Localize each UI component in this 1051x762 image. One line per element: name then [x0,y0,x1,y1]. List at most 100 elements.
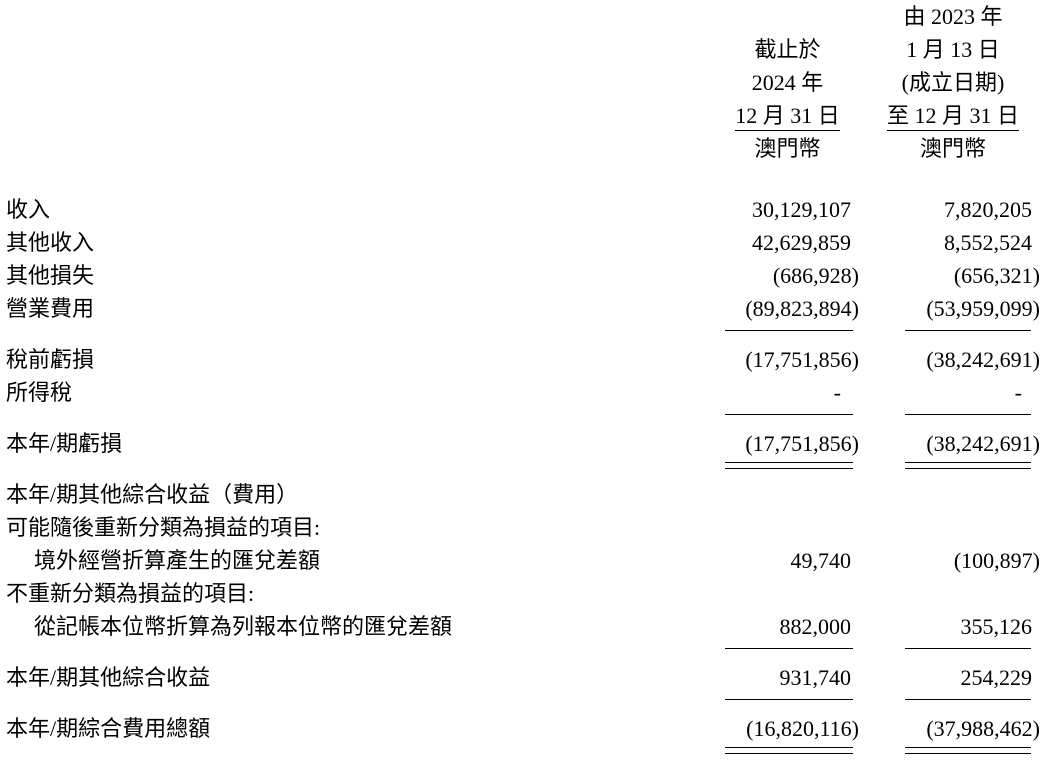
rule-cell [716,460,866,478]
value-2023 [866,511,1051,544]
cell-value: 7,820,205 [944,197,1032,222]
statement-header: 由 2023 年 截止於 1 月 13 日 2024 年 (成立日期) 12 月… [0,0,1051,165]
value-2023: 7,820,205 [866,193,1051,226]
period-2023-header: 由 2023 年 [866,0,1051,33]
value-2023: (37,988,462) [866,712,1051,745]
spacer-cell [0,745,716,762]
subtotal-rule-row [0,694,1051,712]
header-text: 由 2023 年 [903,4,1003,29]
table-row: 其他損失 (686,928) (656,321) [0,259,1051,292]
row-label: 本年/期其他綜合收益 [6,665,211,690]
spacer-cell [0,99,716,132]
value-2023 [866,577,1051,610]
header-line-3: 2024 年 (成立日期) [0,66,1051,99]
header-line-2: 截止於 1 月 13 日 [0,33,1051,66]
double-total-rule [905,747,1031,754]
total-rule [905,699,1031,700]
table-row: 本年/期其他綜合收益 931,740 254,229 [0,661,1051,694]
total-rule [725,330,853,331]
row-label: 所得稅 [6,380,73,405]
cell-value: (16,820,116) [746,716,859,741]
table-row: 本年/期虧損 (17,751,856) (38,242,691) [0,427,1051,460]
period-2023-header: (成立日期) [866,66,1051,99]
double-total-rule [725,462,853,469]
cell-value: (38,242,691) [926,347,1040,372]
grand-total-rule-row [0,745,1051,762]
period-2024-header: 截止於 [716,33,866,66]
value-2024: (686,928) [716,259,866,292]
value-2023: (100,897) [866,544,1051,577]
row-label: 營業費用 [6,296,95,321]
row-label: 其他損失 [6,263,95,288]
value-2024: (17,751,856) [716,427,866,460]
total-rule [905,648,1031,649]
rule-cell [866,325,1051,343]
total-rule [725,414,853,415]
value-2024 [716,511,866,544]
header-date-underlined: 至 12 月 31 日 [886,102,1019,131]
value-2024: (16,820,116) [716,712,866,745]
rule-cell [716,694,866,712]
header-line-1: 由 2023 年 [0,0,1051,33]
spacer-cell [0,33,716,66]
spacer-cell [0,460,716,478]
row-label: 可能隨後重新分類為損益的項目: [6,515,321,540]
cell-value: (89,823,894) [745,296,859,321]
period-2024-header: 2024 年 [716,66,866,99]
total-rule [725,648,853,649]
header-line-4: 12 月 31 日 至 12 月 31 日 [0,99,1051,132]
table-row: 稅前虧損 (17,751,856) (38,242,691) [0,343,1051,376]
value-2024: - [716,376,866,409]
row-label: 稅前虧損 [6,347,95,372]
table-row: 境外經營折算產生的匯兌差額 49,740 (100,897) [0,544,1051,577]
value-2024: 931,740 [716,661,866,694]
value-2024: 882,000 [716,610,866,643]
table-row: 本年/期其他綜合收益（費用） [0,478,1051,511]
rule-cell [866,460,1051,478]
statement-rows: 收入 30,129,107 7,820,205 其他收入 42,629,859 8,552… [0,193,1051,762]
row-label: 不重新分類為損益的項目: [6,581,255,606]
value-2023: 254,229 [866,661,1051,694]
cell-value: 931,740 [779,665,852,690]
value-2023: - [866,376,1051,409]
value-2024: 42,629,859 [716,226,866,259]
rule-cell [716,745,866,762]
table-row: 從記帳本位幣折算為列報本位幣的匯兌差額 882,000 355,126 [0,610,1051,643]
table-row: 其他收入 42,629,859 8,552,524 [0,226,1051,259]
rule-cell [866,409,1051,427]
value-2023: (38,242,691) [866,343,1051,376]
total-rule [905,414,1031,415]
spacer-cell [0,0,716,33]
period-2023-header: 至 12 月 31 日 [866,99,1051,132]
table-row: 營業費用 (89,823,894) (53,959,099) [0,292,1051,325]
rule-cell [716,643,866,661]
currency-label-2023: 澳門幣 [866,132,1051,165]
header-text: 1 月 13 日 [906,37,1000,62]
cell-value: 882,000 [779,614,852,639]
period-2023-header: 1 月 13 日 [866,33,1051,66]
rule-cell [866,745,1051,762]
header-date-underlined: 12 月 31 日 [735,102,840,131]
value-2024: (89,823,894) [716,292,866,325]
grand-total-rule-row [0,460,1051,478]
spacer-cell [0,132,716,165]
value-2024 [716,478,866,511]
cell-value: 355,126 [960,614,1033,639]
row-label: 其他收入 [6,230,95,255]
cell-value: (37,988,462) [926,716,1040,741]
cell-value: (100,897) [953,548,1040,573]
total-rule [725,699,853,700]
double-total-rule [725,747,853,754]
header-body-gap [0,165,1051,193]
cell-value: (17,751,856) [745,347,859,372]
cell-value: 42,629,859 [752,230,851,255]
row-label: 收入 [6,197,51,222]
subtotal-rule-row [0,643,1051,661]
value-2023: 8,552,524 [866,226,1051,259]
header-text: (成立日期) [901,70,1005,95]
cell-value: 49,740 [790,548,852,573]
period-2024-header: 12 月 31 日 [716,99,866,132]
row-label: 從記帳本位幣折算為列報本位幣的匯兌差額 [34,614,453,639]
spacer-cell [0,409,716,427]
cell-value: (53,959,099) [926,296,1040,321]
